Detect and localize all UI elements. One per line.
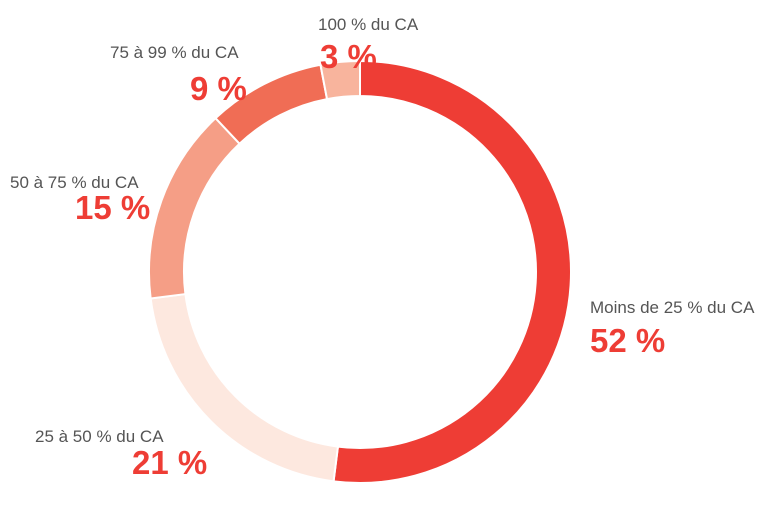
donut-slice [148,116,241,300]
donut-slice [332,59,572,484]
value-label: 21 % [132,444,207,481]
category-label: 100 % du CA [318,15,419,34]
category-label: 50 à 75 % du CA [10,173,139,192]
value-label: 15 % [75,189,150,226]
value-label: 3 % [320,38,377,75]
value-label: 52 % [590,322,665,359]
category-label: 25 à 50 % du CA [35,427,164,446]
value-label: 9 % [190,70,247,107]
donut-slice [319,59,361,101]
category-label: 75 à 99 % du CA [110,43,239,62]
category-label: Moins de 25 % du CA [590,298,755,317]
